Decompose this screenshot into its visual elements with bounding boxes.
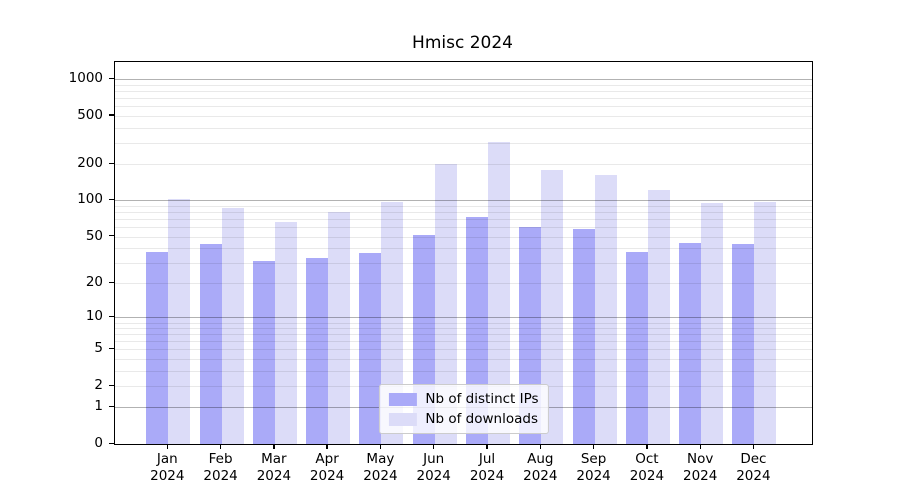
y-tick-mark [109,114,114,116]
gridline-minor [115,142,812,144]
y-tick-mark [109,281,114,284]
y-tick-mark [109,405,114,408]
y-tick-label: 500 [77,106,103,123]
y-tick-mark [109,347,114,350]
bar-nb-of-downloads-oct [647,190,670,444]
legend-label-downloads: Nb of downloads [425,411,538,427]
legend: Nb of distinct IPs Nb of downloads [378,384,549,434]
x-tick-label-oct: Oct 2024 [629,451,665,484]
x-tick-mark [326,444,328,449]
bar-nb-of-distinct-ips-jan [146,252,169,444]
y-tick-label: 0 [94,435,103,451]
x-tick-mark [592,444,595,449]
x-tick-label-feb: Feb 2024 [203,451,238,484]
bar-nb-of-downloads-mar [274,222,297,444]
x-tick-label-dec: Dec 2024 [736,451,771,484]
gridline-minor [115,91,812,93]
y-tick-mark [109,198,114,201]
y-tick-label: 5 [94,340,103,357]
x-tick-mark [699,444,701,449]
bar-nb-of-distinct-ips-nov [679,243,702,444]
x-tick-mark [752,444,755,449]
legend-item-distinct-ips: Nb of distinct IPs [388,391,539,407]
bar-nb-of-distinct-ips-apr [306,257,329,444]
bar-nb-of-distinct-ips-dec [732,244,755,444]
gridline-minor [115,98,812,100]
x-tick-mark [219,444,222,449]
bar-nb-of-downloads-sep [594,174,617,444]
gridline-minor [115,127,812,129]
legend-item-downloads: Nb of downloads [388,411,538,427]
y-tick-label: 1 [94,398,103,415]
bar-nb-of-distinct-ips-may [359,253,382,444]
bar-nb-of-downloads-apr [328,212,351,444]
bar-nb-of-downloads-feb [221,208,244,444]
gridline-minor [115,84,812,86]
gridline-minor [115,115,812,117]
gridline-major [115,200,812,202]
x-tick-label-jan: Jan 2024 [150,451,185,484]
gridline-major [115,79,812,81]
y-tick-label: 10 [85,308,103,325]
x-tick-label-sep: Sep 2024 [576,451,611,484]
x-tick-label-mar: Mar 2024 [256,451,292,484]
bar-nb-of-distinct-ips-feb [199,244,222,444]
bar-nb-of-downloads-may [381,202,404,444]
y-tick-label: 200 [77,155,103,172]
y-tick-mark [109,77,114,80]
y-tick-label: 50 [85,227,103,244]
bar-nb-of-downloads-dec [754,201,777,444]
bar-nb-of-downloads-aug [541,169,564,444]
y-tick-mark [109,235,114,237]
x-tick-mark [379,444,382,449]
chart-title: Hmisc 2024 [412,33,513,53]
x-tick-mark [539,444,541,449]
x-tick-label-may: May 2024 [363,451,398,484]
y-tick-label: 1000 [68,70,103,87]
bar-nb-of-downloads-nov [701,202,724,444]
y-tick-mark [109,442,114,444]
bar-nb-of-downloads-jul [488,141,510,444]
gridline-minor [115,164,812,166]
plot-area: Nb of distinct IPs Nb of downloads [114,61,813,445]
y-tick-label: 20 [85,274,103,291]
y-tick-label: 100 [77,191,103,208]
y-tick-mark [109,315,114,318]
bar-nb-of-downloads-jan [168,199,191,444]
legend-label-distinct-ips: Nb of distinct IPs [425,391,539,407]
x-tick-label-jul: Jul 2024 [469,451,505,484]
x-tick-mark [433,444,435,449]
y-tick-label: 2 [94,377,103,393]
gridline-minor [115,106,812,108]
x-tick-label-jun: Jun 2024 [416,451,451,484]
x-tick-mark [486,444,488,449]
bar-nb-of-distinct-ips-oct [625,252,648,444]
x-tick-label-aug: Aug 2024 [523,451,558,484]
x-tick-label-apr: Apr 2024 [309,451,345,484]
y-tick-mark [109,384,114,386]
bar-nb-of-downloads-jun [434,164,457,444]
x-tick-label-nov: Nov 2024 [683,451,718,484]
legend-swatch-downloads [388,412,417,426]
x-tick-mark [166,444,168,449]
legend-swatch-distinct-ips [388,392,417,406]
x-tick-mark [646,444,648,449]
x-tick-mark [273,444,275,449]
y-tick-mark [109,162,114,164]
bar-nb-of-distinct-ips-mar [252,261,275,444]
bar-nb-of-distinct-ips-sep [572,228,595,444]
